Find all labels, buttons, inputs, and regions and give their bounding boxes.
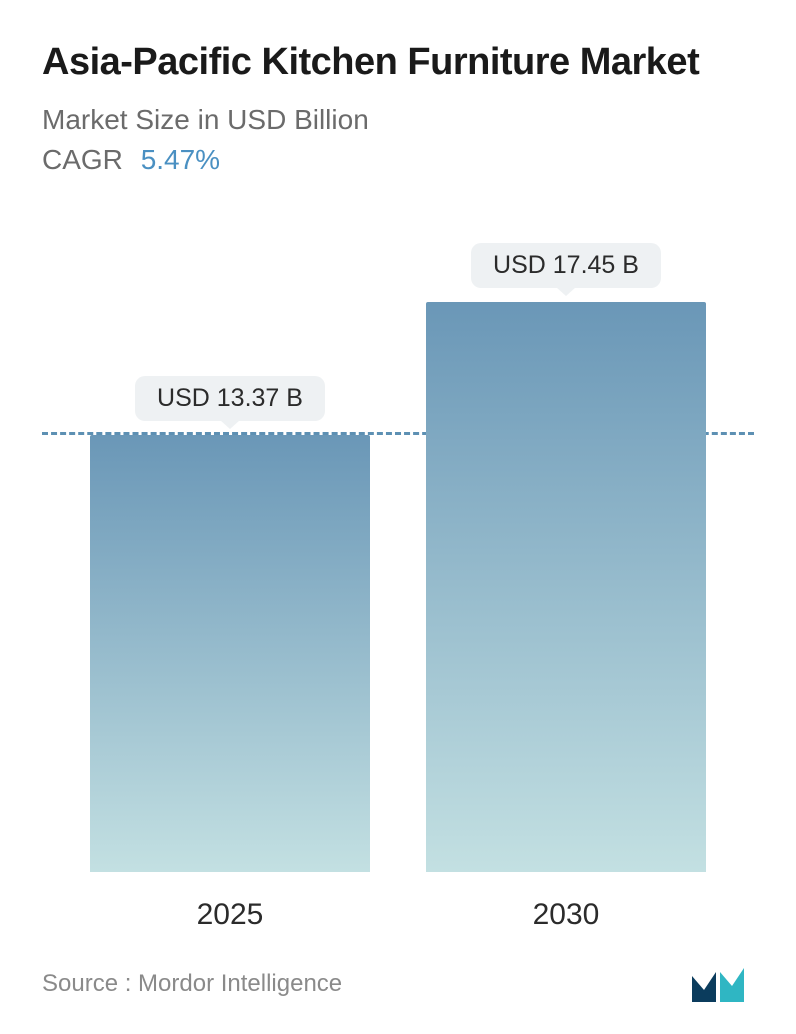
- bar-value-label: USD 13.37 B: [135, 376, 325, 421]
- cagr-row: CAGR 5.47%: [42, 144, 754, 176]
- chart-area: USD 13.37 B USD 17.45 B 2025 2030: [42, 196, 754, 932]
- cagr-label: CAGR: [42, 144, 123, 175]
- chart-subtitle: Market Size in USD Billion: [42, 104, 754, 136]
- bars-container: USD 13.37 B USD 17.45 B: [42, 196, 754, 872]
- bar: [90, 435, 370, 872]
- x-axis-label: 2030: [426, 898, 706, 932]
- x-axis-labels: 2025 2030: [42, 898, 754, 932]
- bar-value-label: USD 17.45 B: [471, 243, 661, 288]
- chart-footer: Source : Mordor Intelligence: [42, 960, 754, 1004]
- cagr-value: 5.47%: [141, 144, 220, 175]
- chart-title: Asia-Pacific Kitchen Furniture Market: [42, 40, 754, 86]
- bar: [426, 302, 706, 872]
- x-axis-label: 2025: [90, 898, 370, 932]
- source-text: Source : Mordor Intelligence: [42, 970, 342, 998]
- bar-group: USD 17.45 B: [426, 243, 706, 872]
- brand-logo-icon: [690, 964, 754, 1004]
- bar-group: USD 13.37 B: [90, 376, 370, 872]
